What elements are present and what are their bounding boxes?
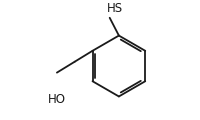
Text: HS: HS — [106, 2, 122, 15]
Text: HO: HO — [48, 93, 66, 106]
